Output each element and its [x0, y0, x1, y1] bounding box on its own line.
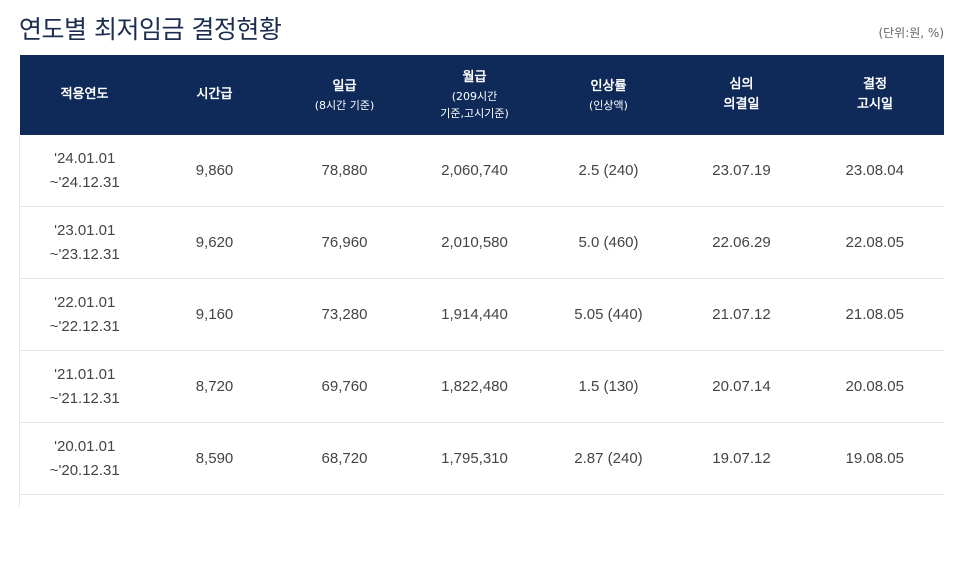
- cell-announced: 22.08.05: [805, 206, 944, 279]
- cell-period: '20.01.01 ~'20.12.31: [19, 422, 150, 495]
- cell-announced: 21.08.05: [805, 278, 944, 351]
- cell-announced: 23.08.04: [805, 135, 944, 207]
- cell-resolved: 21.07.12: [677, 278, 806, 351]
- cell-increase: 5.05 (440): [539, 278, 678, 351]
- table-row: '24.01.01 ~'24.12.31 9,860 78,880 2,060,7…: [19, 135, 944, 207]
- cell-period: '21.01.01 ~'21.12.31: [19, 350, 150, 423]
- cell-period: '22.01.01 ~'22.12.31: [19, 278, 150, 351]
- header-daily: 일급 (8시간 기준): [279, 55, 410, 135]
- cell-daily: 68,720: [279, 422, 410, 495]
- table-row: '20.01.01 ~'20.12.31 8,590 68,720 1,795,3…: [19, 422, 944, 495]
- cell-daily: 69,760: [279, 350, 410, 423]
- header-monthly: 월급 (209시간 기준,고시기준): [409, 55, 540, 135]
- cell-monthly: 2,010,580: [409, 206, 540, 279]
- cell-monthly: 1,914,440: [409, 278, 540, 351]
- cell-resolved: 20.07.14: [677, 350, 806, 423]
- cell-monthly: 1,822,480: [409, 350, 540, 423]
- table-row: '21.01.01 ~'21.12.31 8,720 69,760 1,822,4…: [19, 350, 944, 423]
- header-resolved: 심의 의결일: [677, 55, 806, 135]
- cell-monthly: 2,060,740: [409, 135, 540, 207]
- cell-hourly: 8,590: [149, 422, 280, 495]
- cell-period: '24.01.01 ~'24.12.31: [19, 135, 150, 207]
- cell-increase: 2.5 (240): [539, 135, 678, 207]
- table-row: '23.01.01 ~'23.12.31 9,620 76,960 2,010,5…: [19, 206, 944, 279]
- cell-hourly: 9,160: [149, 278, 280, 351]
- cell-hourly: 9,860: [149, 135, 280, 207]
- cell-increase: 2.87 (240): [539, 422, 678, 495]
- cell-daily: 76,960: [279, 206, 410, 279]
- table-row-partial: [19, 494, 944, 507]
- cell-period: '23.01.01 ~'23.12.31: [19, 206, 150, 279]
- header-announced: 결정 고시일: [805, 55, 944, 135]
- header-period: 적용연도: [19, 55, 150, 135]
- header-hourly: 시간급: [149, 55, 280, 135]
- cell-daily: 73,280: [279, 278, 410, 351]
- cell-resolved: 23.07.19: [677, 135, 806, 207]
- header-increase: 인상률 (인상액): [539, 55, 678, 135]
- cell-increase: 5.0 (460): [539, 206, 678, 279]
- cell-hourly: 8,720: [149, 350, 280, 423]
- unit-note: (단위:원, %): [878, 26, 944, 40]
- page-title: 연도별 최저임금 결정현황: [19, 15, 282, 44]
- cell-monthly: 1,795,310: [409, 422, 540, 495]
- minimum-wage-table: 적용연도 시간급 일급 (8시간 기준) 월급 (209시간 기준,고시기준) …: [19, 55, 944, 507]
- table-header-row: 적용연도 시간급 일급 (8시간 기준) 월급 (209시간 기준,고시기준) …: [19, 55, 944, 135]
- cell-hourly: 9,620: [149, 206, 280, 279]
- cell-daily: 78,880: [279, 135, 410, 207]
- minimum-wage-table-container: 적용연도 시간급 일급 (8시간 기준) 월급 (209시간 기준,고시기준) …: [19, 55, 944, 507]
- cell-resolved: 22.06.29: [677, 206, 806, 279]
- cell-resolved: 19.07.12: [677, 422, 806, 495]
- cell-announced: 20.08.05: [805, 350, 944, 423]
- cell-announced: 19.08.05: [805, 422, 944, 495]
- cell-increase: 1.5 (130): [539, 350, 678, 423]
- table-row: '22.01.01 ~'22.12.31 9,160 73,280 1,914,4…: [19, 278, 944, 351]
